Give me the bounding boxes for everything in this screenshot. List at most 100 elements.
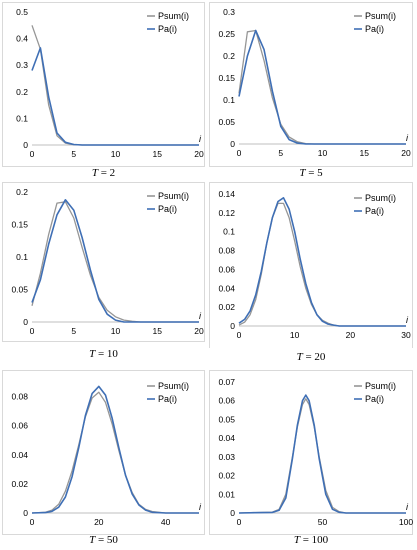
chart-svg-t5: 0 0.05 0.1 0.15 0.2 0.25 0.3 0 5 10 15 20 i Psum(i) Pa… (209, 2, 413, 167)
y-tick-label: 0.07 (218, 377, 235, 387)
panel-caption: T = 2 (2, 167, 205, 179)
y-tick-label: 0 (23, 317, 28, 327)
series-line-psum (31, 201, 199, 323)
y-tick-label: 0.15 (218, 73, 235, 83)
series-line-pa (31, 385, 199, 514)
x-tick-label: 10 (318, 148, 328, 158)
chart-panel-t5: 0 0.05 0.1 0.15 0.2 0.25 0.3 0 5 10 15 20 i Psum(i) Pa… (209, 2, 413, 180)
series-line-pa (238, 394, 406, 514)
caption-variable: T (89, 534, 96, 546)
y-tick-label: 0 (230, 508, 235, 518)
legend-label: Pa(i) (365, 24, 384, 34)
y-tick-label: 0.04 (218, 283, 235, 293)
y-tick-label: 0.2 (16, 187, 28, 197)
series-line-pa (31, 198, 199, 323)
panel-caption: T = 5 (209, 167, 413, 179)
caption-variable: T (296, 351, 303, 363)
chart-svg-t2: 0 0.1 0.2 0.3 0.4 0.5 0 5 10 15 20 i Psum(i) Pa(i) (2, 2, 205, 167)
x-axis-label: i (406, 502, 409, 512)
series-line-psum (31, 391, 199, 514)
y-tick-label: 0.04 (11, 450, 28, 460)
caption-value: = 50 (95, 534, 118, 546)
caption-t20: T = 20 (209, 348, 413, 366)
caption-value: = 100 (299, 534, 329, 546)
x-tick-label: 0 (30, 326, 35, 336)
x-tick-label: 20 (194, 149, 204, 159)
caption-variable: T (91, 167, 98, 179)
series-line-pa (31, 47, 199, 146)
x-axis-label: i (199, 311, 202, 321)
x-tick-label: 5 (71, 326, 76, 336)
y-tick-label: 0.06 (218, 396, 235, 406)
x-tick-label: 5 (278, 148, 283, 158)
caption-value: = 20 (302, 351, 326, 363)
legend-label: Psum(i) (365, 11, 396, 21)
legend-label: Psum(i) (158, 11, 189, 21)
x-tick-label: 15 (153, 326, 163, 336)
caption-value: = 2 (97, 167, 116, 179)
y-tick-label: 0.14 (218, 189, 235, 199)
y-tick-label: 0.1 (223, 227, 235, 237)
x-tick-label: 50 (318, 517, 328, 527)
legend-label: Pa(i) (158, 24, 177, 34)
chart-svg-t100: 0 0.01 0.02 0.03 0.04 0.05 0.06 0.07 0 50 100 i Psum… (209, 370, 413, 535)
panel-caption: T = 10 (2, 348, 205, 360)
y-tick-label: 0.1 (16, 252, 28, 262)
chart-panel-t20: 0 0.02 0.04 0.06 0.08 0.1 0.12 0.14 0 10 20 30 i Psum… (209, 182, 413, 366)
x-axis-label: i (406, 315, 409, 325)
y-tick-label: 0.1 (16, 113, 28, 123)
x-tick-label: 0 (30, 149, 35, 159)
legend-label: Psum(i) (158, 191, 189, 201)
chart-frame (2, 370, 205, 535)
caption-variable: T (299, 167, 306, 179)
y-tick-label: 0.02 (11, 479, 28, 489)
chart-panel-t100: 0 0.01 0.02 0.03 0.04 0.05 0.06 0.07 0 50 100 i Psum… (209, 370, 413, 550)
y-tick-label: 0.08 (11, 392, 28, 402)
y-tick-label: 0.1 (223, 95, 235, 105)
x-tick-label: 0 (30, 517, 35, 527)
y-tick-label: 0.3 (16, 60, 28, 70)
series-line-pa (238, 29, 406, 145)
y-tick-label: 0.06 (11, 421, 28, 431)
chart-frame (209, 2, 413, 167)
x-axis-label: i (199, 134, 202, 144)
x-tick-label: 40 (161, 517, 171, 527)
chart-frame (2, 182, 205, 342)
y-tick-label: 0.03 (218, 452, 235, 462)
series-line-psum (238, 202, 406, 327)
legend-label: Pa(i) (158, 204, 177, 214)
x-tick-label: 0 (237, 148, 242, 158)
y-tick-label: 0.4 (16, 34, 28, 44)
x-axis-label: i (406, 133, 409, 143)
x-tick-label: 10 (111, 326, 121, 336)
chart-svg-t50: 0 0.02 0.04 0.06 0.08 0 20 40 i Psum(i) Pa(i) (2, 370, 205, 535)
panel-caption: T = 50 (2, 534, 205, 546)
legend-label: Psum(i) (158, 381, 189, 391)
y-tick-label: 0.2 (16, 87, 28, 97)
y-tick-label: 0.05 (218, 414, 235, 424)
y-tick-label: 0.12 (218, 208, 235, 218)
y-tick-label: 0.25 (218, 29, 235, 39)
series-line-psum (31, 25, 199, 146)
x-tick-label: 20 (94, 517, 104, 527)
chart-svg-t20: 0 0.02 0.04 0.06 0.08 0.1 0.12 0.14 0 10 20 30 i Psum… (209, 182, 413, 354)
caption-variable: T (293, 534, 300, 546)
caption-variable: T (89, 348, 96, 360)
y-tick-label: 0.5 (16, 7, 28, 17)
legend-label: Pa(i) (158, 394, 177, 404)
x-tick-label: 10 (111, 149, 121, 159)
series-line-psum (238, 398, 406, 514)
panel-caption: T = 100 (209, 534, 413, 546)
y-tick-label: 0.3 (223, 7, 235, 17)
x-tick-label: 20 (401, 148, 411, 158)
chart-frame (2, 2, 205, 167)
y-tick-label: 0.02 (218, 471, 235, 481)
chart-panel-t10: 0 0.05 0.1 0.15 0.2 0 5 10 15 20 i Psum(i) Pa(i) T =… (2, 182, 205, 366)
caption-value: = 10 (95, 348, 118, 360)
x-tick-label: 10 (290, 330, 300, 340)
y-tick-label: 0.05 (11, 285, 28, 295)
y-tick-label: 0.04 (218, 433, 235, 443)
y-tick-label: 0 (23, 508, 28, 518)
caption-value: = 5 (305, 167, 323, 179)
x-tick-label: 100 (399, 517, 413, 527)
